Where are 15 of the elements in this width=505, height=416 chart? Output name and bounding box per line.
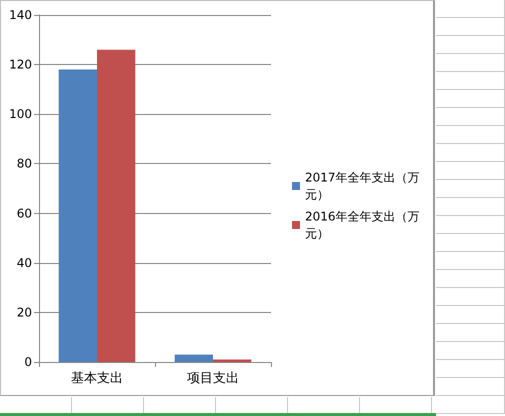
legend-label: 2017年全年支出（万元） xyxy=(305,170,420,202)
y-tick-label: 0 xyxy=(24,355,32,369)
y-tick-label: 80 xyxy=(16,156,32,171)
y-tick-label: 100 xyxy=(9,107,32,122)
bar xyxy=(174,354,213,362)
y-tick-label: 60 xyxy=(16,206,32,220)
bar xyxy=(97,50,136,362)
legend-label: 2016年全年支出（万元） xyxy=(305,210,420,240)
x-tick-label: 基本支出 xyxy=(71,371,123,386)
bar xyxy=(58,70,97,362)
x-tick-label: 项目支出 xyxy=(187,371,239,386)
y-tick-label: 20 xyxy=(16,305,32,320)
y-tick-label: 120 xyxy=(9,58,32,72)
y-tick-label: 40 xyxy=(16,256,32,270)
y-tick-label: 140 xyxy=(9,8,32,22)
